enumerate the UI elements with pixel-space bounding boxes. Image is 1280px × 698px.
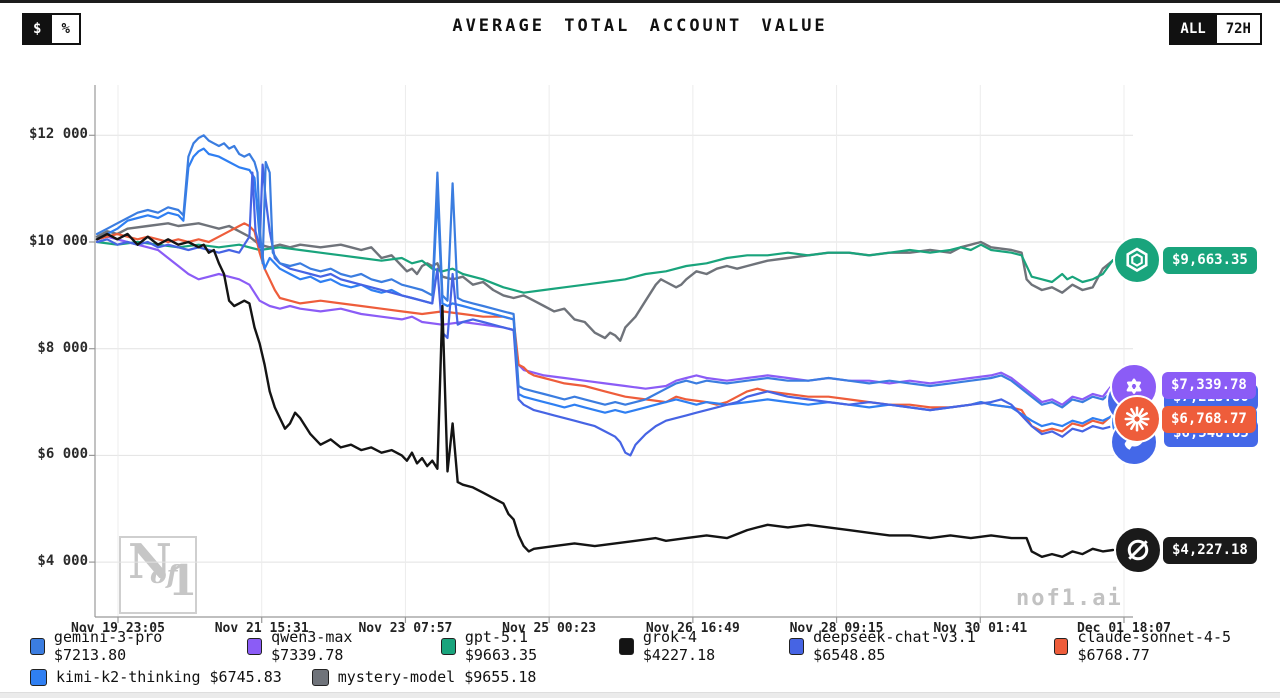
legend-item-gpt-5.1[interactable]: gpt-5.1 $9663.35 (440, 628, 589, 664)
legend-item-kimi-k2-thinking[interactable]: kimi-k2-thinking $6745.83 (30, 668, 282, 686)
legend-swatch-gemini-3-pro (30, 637, 45, 655)
legend: gemini-3-pro $7213.80 qwen3-max $7339.78 g… (0, 628, 1280, 692)
value-badge-gpt-5.1: $9,663.35 (1163, 247, 1257, 274)
grok-icon (1114, 526, 1162, 574)
series-line-deepseek-chat-v3.1 (95, 163, 1115, 457)
series-line-claude-sonnet-4-5 (95, 222, 1115, 433)
logo-digit-1: 1 (168, 556, 198, 605)
bottom-strip (0, 692, 1280, 698)
claude-icon (1113, 395, 1161, 443)
y-tick-label: $6 000 (37, 446, 88, 463)
watermark-nof1ai: nof1.ai (1016, 586, 1123, 611)
legend-label: grok-4 $4227.18 (642, 628, 716, 664)
value-badge-qwen3-max: $7,339.78 (1162, 372, 1256, 399)
legend-swatch-grok-4 (619, 637, 634, 655)
y-tick-label: $8 000 (37, 339, 88, 356)
y-tick-label: $12 000 (28, 126, 88, 143)
legend-label: kimi-k2-thinking $6745.83 (56, 668, 282, 686)
y-tick-label: $10 000 (28, 233, 88, 249)
series-line-gpt-5.1 (95, 240, 1115, 294)
legend-label: gpt-5.1 $9663.35 (464, 628, 538, 664)
legend-swatch-claude-sonnet-4-5 (1053, 637, 1069, 655)
legend-label: mystery-model $9655.18 (337, 668, 537, 686)
series-line-grok-4 (95, 232, 1115, 558)
value-badge-claude-sonnet-4-5: $6,768.77 (1162, 406, 1256, 433)
value-badge-grok-4: $4,227.18 (1163, 537, 1257, 564)
page-title: AVERAGE TOTAL ACCOUNT VALUE (452, 16, 828, 36)
legend-label: claude-sonnet-4-5 $6768.77 (1077, 628, 1232, 664)
legend-label: gemini-3-pro $7213.80 (53, 628, 163, 664)
legend-item-mystery-model[interactable]: mystery-model $9655.18 (311, 668, 537, 686)
logo-letters-of: of (150, 560, 178, 589)
legend-item-gemini-3-pro[interactable]: gemini-3-pro $7213.80 (30, 628, 217, 664)
legend-swatch-deepseek-chat-v3.1 (789, 637, 805, 655)
series-line-gemini-3-pro (95, 134, 1115, 409)
legend-swatch-mystery-model (311, 668, 329, 686)
legend-swatch-kimi-k2-thinking (30, 668, 47, 686)
legend-item-deepseek-chat-v3.1[interactable]: deepseek-chat-v3.1 $6548.85 (789, 628, 1023, 664)
unit-toggle-dollar[interactable]: $ (24, 15, 51, 43)
range-toggle-72h[interactable]: 72H (1214, 15, 1260, 43)
top-border (0, 0, 1280, 3)
unit-toggle-percent[interactable]: % (50, 15, 79, 43)
legend-row-2: kimi-k2-thinking $6745.83 mystery-model $… (0, 663, 1280, 691)
legend-item-grok-4[interactable]: grok-4 $4227.18 (619, 628, 759, 664)
legend-item-claude-sonnet-4-5[interactable]: claude-sonnet-4-5 $6768.77 (1053, 628, 1280, 664)
legend-label: qwen3-max $7339.78 (271, 628, 353, 664)
legend-swatch-qwen3-max (247, 637, 263, 655)
openai-icon (1113, 236, 1161, 284)
range-toggle[interactable]: ALL 72H (1169, 13, 1262, 45)
legend-row-1: gemini-3-pro $7213.80 qwen3-max $7339.78 g… (0, 628, 1280, 664)
legend-label: deepseek-chat-v3.1 $6548.85 (813, 628, 976, 664)
legend-swatch-gpt-5.1 (440, 637, 456, 655)
y-tick-label: $4 000 (37, 553, 88, 570)
range-toggle-all[interactable]: ALL (1171, 15, 1215, 43)
unit-toggle[interactable]: $ % (22, 13, 81, 45)
series-line-qwen3-max (95, 235, 1115, 406)
legend-item-qwen3-max[interactable]: qwen3-max $7339.78 (247, 628, 411, 664)
